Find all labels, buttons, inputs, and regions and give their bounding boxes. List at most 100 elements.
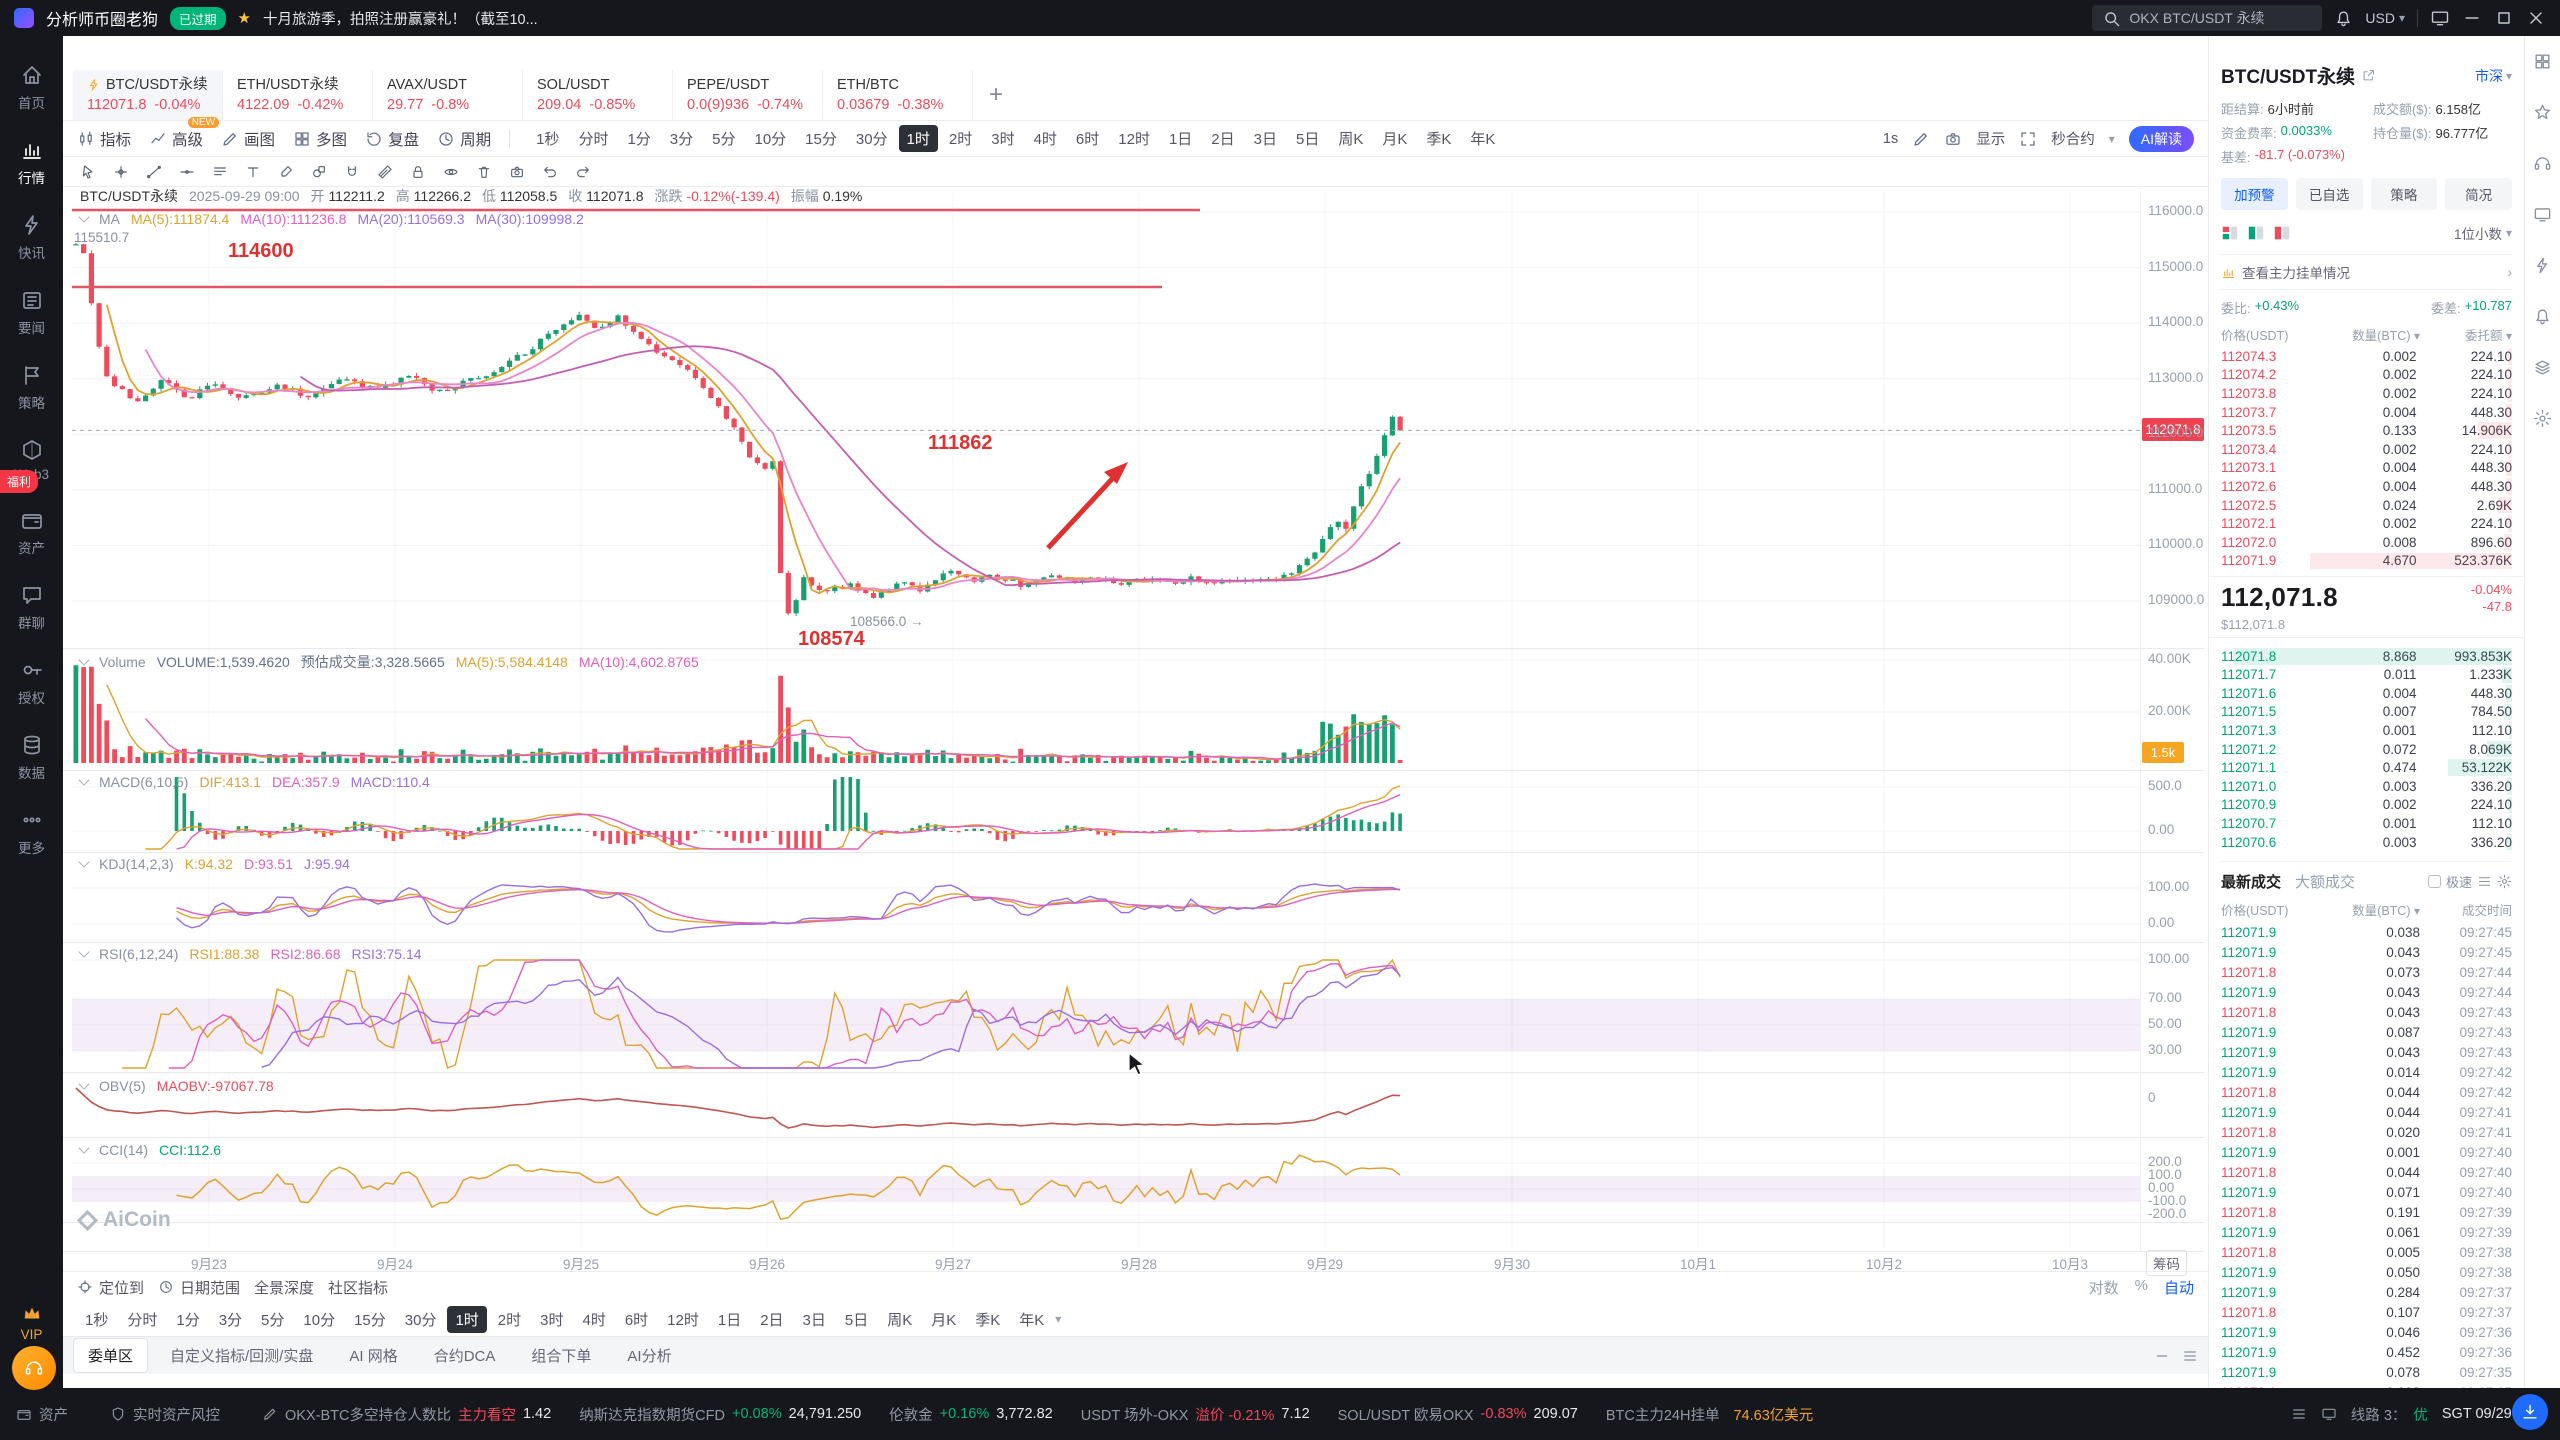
- period-button[interactable]: 15分: [805, 131, 837, 148]
- monitor-icon[interactable]: [2321, 1406, 2337, 1422]
- status-item[interactable]: USDT 场外-OKX 溢价 -0.21% 7.12: [1080, 1406, 1310, 1424]
- search-input[interactable]: OKX BTC/USDT 永续: [2092, 5, 2323, 31]
- gear-icon[interactable]: [2497, 874, 2512, 889]
- draw-tool[interactable]: [469, 160, 499, 184]
- percent-scale-toggle[interactable]: %: [2134, 1276, 2148, 1294]
- collapse-icon[interactable]: [2154, 1348, 2170, 1364]
- bid-row[interactable]: 112070.6 0.003 336.20: [2221, 833, 2512, 852]
- screenshot-icon[interactable]: [1944, 130, 1962, 148]
- fast-mode-checkbox[interactable]: [2427, 875, 2441, 889]
- orderbook-action-button[interactable]: 加预警: [2221, 178, 2288, 210]
- period-button[interactable]: 5日: [1295, 131, 1320, 148]
- draw-tool[interactable]: [337, 160, 367, 184]
- period-button[interactable]: 分时: [578, 131, 609, 148]
- period-button[interactable]: 1秒: [85, 1311, 109, 1329]
- orderbook-action-button[interactable]: 简况: [2445, 178, 2512, 210]
- period-button[interactable]: 3日: [802, 1311, 826, 1329]
- sidebar-item[interactable]: 更多: [0, 795, 63, 870]
- strip-tool[interactable]: [2533, 307, 2552, 331]
- draw-tool[interactable]: [73, 160, 103, 184]
- bid-row[interactable]: 112071.0 0.003 336.20: [2221, 777, 2512, 796]
- network-line-status[interactable]: 线路 3：优: [2350, 1407, 2428, 1424]
- strip-tool[interactable]: [2533, 154, 2552, 178]
- period-button[interactable]: 2日: [1211, 131, 1235, 148]
- footer-tool[interactable]: 社区指标: [328, 1279, 389, 1297]
- ticker-tab[interactable]: BTC/USDT永续 112071.8 -0.04%: [73, 70, 223, 120]
- bottom-tab[interactable]: AI 网格: [349, 1348, 398, 1365]
- sidebar-item[interactable]: 群聊: [0, 570, 63, 645]
- toolbar-menu-item[interactable]: 周期: [437, 128, 491, 150]
- bottom-tab[interactable]: 合约DCA: [433, 1348, 496, 1365]
- ask-row[interactable]: 112072.0 0.008 896.60: [2221, 533, 2512, 552]
- period-button[interactable]: 30分: [404, 1311, 437, 1329]
- period-button[interactable]: 12时: [1118, 131, 1150, 148]
- sidebar-item[interactable]: 数据: [0, 720, 63, 795]
- bell-icon[interactable]: [2334, 9, 2353, 28]
- ask-row[interactable]: 112073.7 0.004 448.30: [2221, 403, 2512, 422]
- ask-row[interactable]: 112073.8 0.002 224.10: [2221, 384, 2512, 403]
- promo-ribbon[interactable]: 福利: [0, 470, 39, 493]
- maximize-button[interactable]: [2494, 8, 2514, 28]
- book-mode-bids-icon[interactable]: [2247, 224, 2265, 242]
- decimals-selector[interactable]: 1位小数 ▾: [2453, 226, 2512, 242]
- period-button[interactable]: 季K: [1426, 131, 1452, 148]
- sidebar-item[interactable]: 授权: [0, 645, 63, 720]
- promo-banner[interactable]: 十月旅游季，拍照注册赢豪礼！（截至10...: [262, 11, 538, 28]
- period-button[interactable]: 季K: [975, 1311, 1001, 1329]
- ask-row[interactable]: 112074.3 0.002 224.10: [2221, 347, 2512, 366]
- customer-support-fab[interactable]: [12, 1346, 56, 1390]
- period-button[interactable]: 月K: [931, 1311, 957, 1329]
- status-item[interactable]: 伦敦金 +0.16% 3,772.82: [889, 1406, 1053, 1424]
- speed-1s-button[interactable]: 1s: [1882, 130, 1899, 147]
- period-button[interactable]: 年K: [1470, 131, 1496, 148]
- bid-row[interactable]: 112071.3 0.001 112.10: [2221, 721, 2512, 740]
- period-button[interactable]: 2日: [760, 1311, 784, 1329]
- period-button[interactable]: 30分: [855, 131, 888, 148]
- footer-tool[interactable]: 日期范围: [158, 1277, 240, 1298]
- period-button[interactable]: 3分: [218, 1311, 243, 1329]
- draw-icon[interactable]: [1912, 130, 1930, 148]
- period-button[interactable]: 2时: [497, 1311, 522, 1329]
- period-button[interactable]: 1时: [898, 125, 938, 152]
- currency-selector[interactable]: USD ▾: [2365, 10, 2405, 26]
- strip-tool[interactable]: [2533, 409, 2552, 433]
- ask-row[interactable]: 112073.1 0.004 448.30: [2221, 459, 2512, 478]
- ticker-tab[interactable]: ETH/BTC 0.03679 -0.38%: [823, 70, 973, 120]
- period-button[interactable]: 3分: [669, 131, 694, 148]
- status-item[interactable]: SOL/USDT 欧易OKX -0.83% 209.07: [1337, 1406, 1578, 1424]
- terminal-icon[interactable]: [2291, 1406, 2307, 1422]
- add-ticker-button[interactable]: +: [988, 81, 1003, 108]
- strip-tool[interactable]: [2533, 205, 2552, 229]
- draw-tool[interactable]: [370, 160, 400, 184]
- period-button[interactable]: 6时: [1075, 131, 1100, 148]
- footer-tool[interactable]: 定位到: [77, 1277, 144, 1298]
- ask-row[interactable]: 112072.1 0.002 224.10: [2221, 514, 2512, 533]
- period-button[interactable]: 4时: [582, 1311, 606, 1329]
- strip-tool[interactable]: [2533, 52, 2552, 76]
- period-button[interactable]: 12时: [667, 1311, 699, 1329]
- strip-tool[interactable]: [2533, 103, 2552, 127]
- period-button[interactable]: 5分: [712, 131, 736, 148]
- close-button[interactable]: [2526, 8, 2546, 28]
- ask-row[interactable]: 112074.2 0.002 224.10: [2221, 366, 2512, 385]
- draw-tool[interactable]: [238, 160, 268, 184]
- bid-row[interactable]: 112070.7 0.001 112.10: [2221, 814, 2512, 833]
- bid-row[interactable]: 112071.1 0.474 53.122K: [2221, 758, 2512, 777]
- sidebar-item[interactable]: 资产: [0, 495, 63, 570]
- status-item[interactable]: 纳斯达克指数期货CFD +0.08% 24,791.250: [579, 1406, 862, 1424]
- auto-scale-toggle[interactable]: 自动: [2163, 1279, 2194, 1297]
- status-item[interactable]: 资产: [16, 1404, 82, 1425]
- fullscreen-icon[interactable]: [2019, 130, 2037, 148]
- second-contract-button[interactable]: 秒合约: [2051, 132, 2095, 148]
- ask-row[interactable]: 112072.5 0.024 2.69K: [2221, 496, 2512, 515]
- status-item[interactable]: 实时资产风控: [110, 1404, 234, 1425]
- draw-tool[interactable]: [172, 160, 202, 184]
- period-button[interactable]: 周K: [1338, 131, 1364, 148]
- period-button[interactable]: 1分: [627, 131, 651, 148]
- period-button[interactable]: 10分: [754, 131, 787, 148]
- period-button[interactable]: 1分: [176, 1311, 200, 1329]
- period-button[interactable]: 5日: [844, 1311, 869, 1329]
- toolbar-menu-item[interactable]: 多图: [293, 128, 347, 150]
- period-button[interactable]: 3时: [991, 131, 1015, 148]
- period-button[interactable]: 2时: [948, 131, 973, 148]
